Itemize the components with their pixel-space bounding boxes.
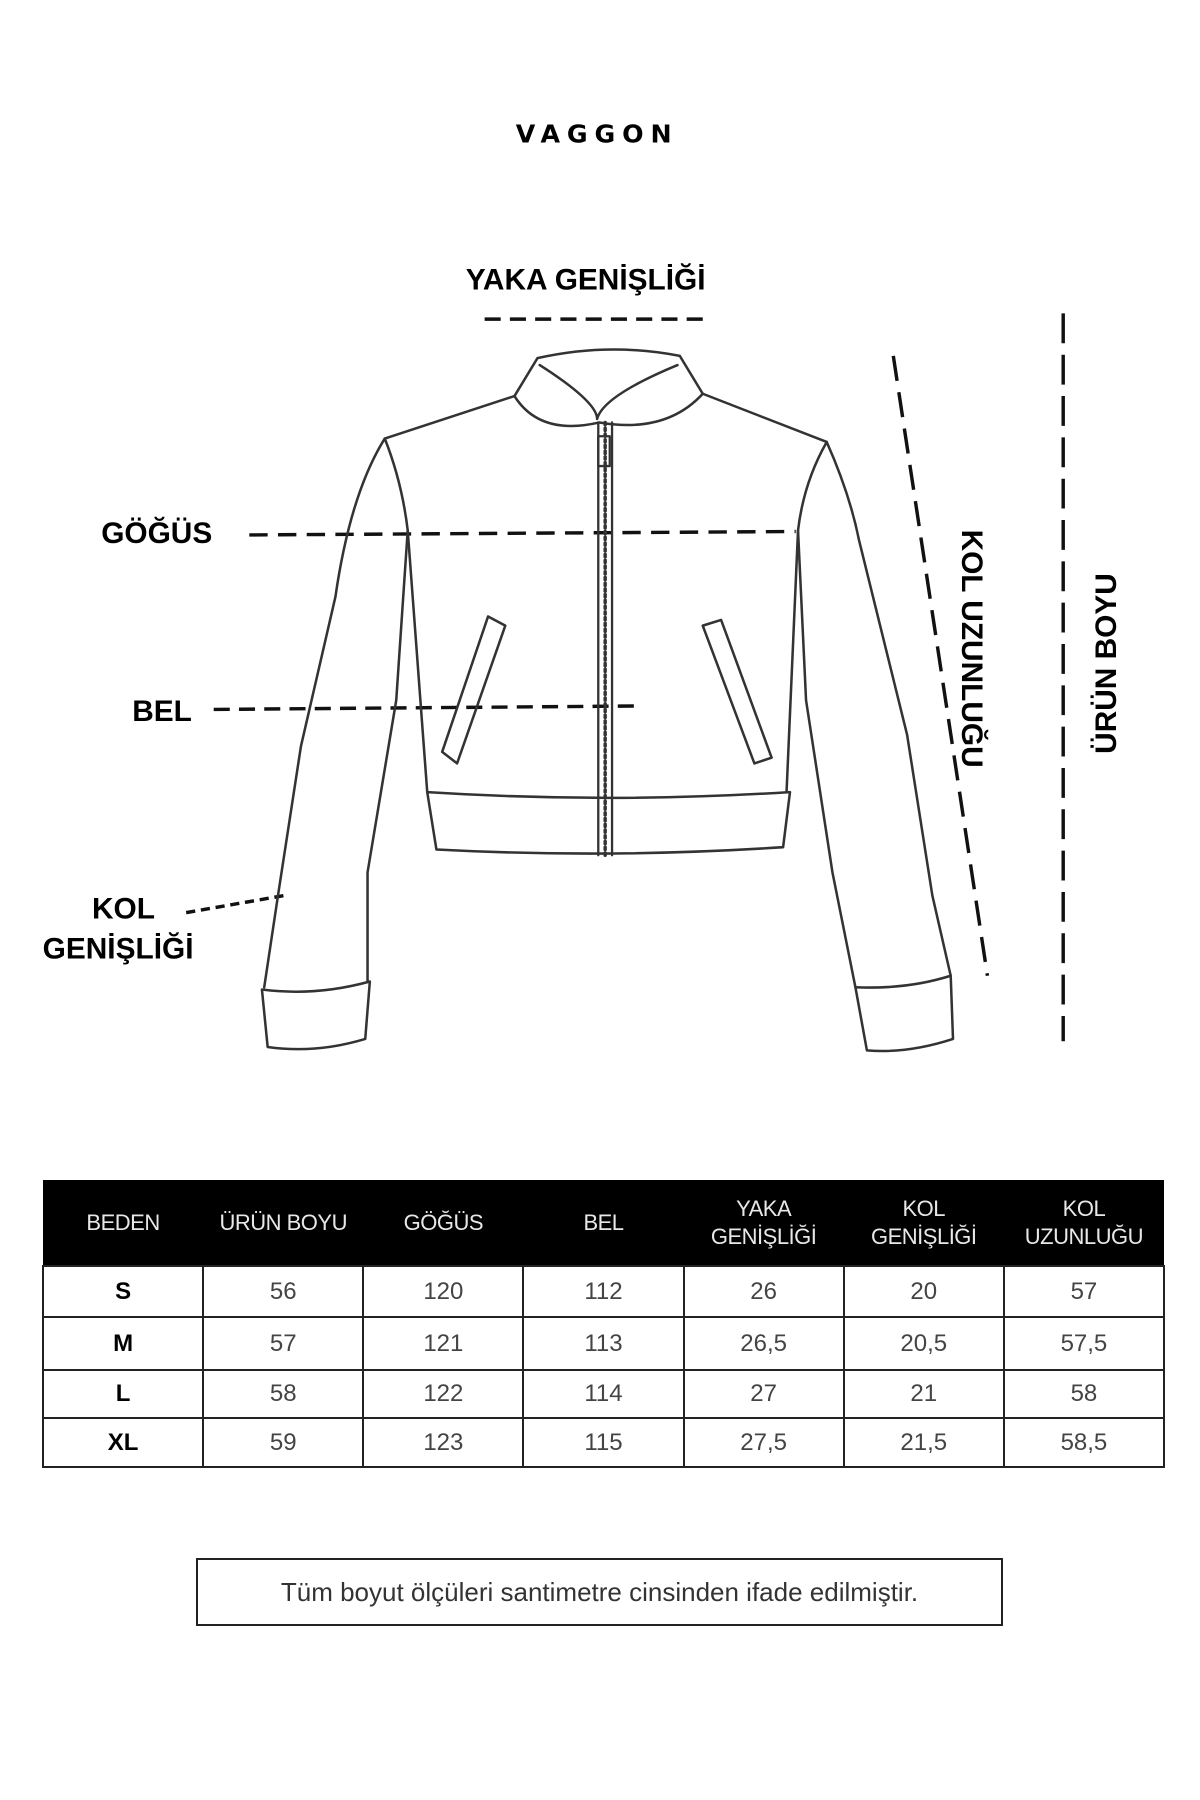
kol-uzunlugu-measure-line — [891, 355, 990, 977]
size-cell: S — [41, 1265, 205, 1318]
size-cell: L — [41, 1369, 205, 1419]
gogus-measure-line — [249, 529, 796, 537]
value-cell: 59 — [202, 1417, 365, 1468]
value-cell: 121 — [362, 1316, 525, 1371]
value-cell: 57 — [1002, 1265, 1166, 1318]
header-gogus: GÖĞÜS — [363, 1180, 524, 1266]
label-kol-genisligi-2: GENİŞLİĞİ — [43, 932, 194, 966]
header-kol-uzunlugu: KOL UZUNLUĞU — [1003, 1180, 1164, 1266]
header-bel: BEL — [523, 1180, 684, 1266]
value-cell: 26,5 — [682, 1316, 845, 1371]
value-cell: 120 — [362, 1265, 525, 1318]
value-cell: 56 — [202, 1265, 365, 1318]
label-kol-uzunlugu: KOL UZUNLUĞU — [955, 530, 989, 768]
header-kol-genisligi: KOL GENİŞLİĞİ — [843, 1180, 1004, 1266]
value-cell: 115 — [522, 1417, 685, 1468]
size-cell: M — [41, 1316, 205, 1371]
header-beden: BEDEN — [43, 1180, 204, 1266]
label-yaka-genisligi: YAKA GENİŞLİĞİ — [466, 262, 706, 296]
value-cell: 58 — [202, 1369, 365, 1419]
label-gogus: GÖĞÜS — [101, 516, 212, 550]
value-cell: 20 — [842, 1265, 1005, 1318]
table-row: L 58 122 114 27 21 58 — [41, 1369, 1166, 1419]
table-row: M 57 121 113 26,5 20,5 57,5 — [41, 1316, 1166, 1371]
header-yaka-genisligi: YAKA GENİŞLİĞİ — [683, 1180, 844, 1266]
size-cell: XL — [41, 1417, 205, 1468]
value-cell: 21 — [842, 1369, 1005, 1419]
value-cell: 57,5 — [1002, 1316, 1166, 1371]
size-table: BEDEN ÜRÜN BOYU GÖĞÜS BEL YAKA GENİŞLİĞİ … — [41, 1180, 1166, 1468]
value-cell: 122 — [362, 1369, 525, 1419]
measurement-note: Tüm boyut ölçüleri santimetre cinsinden … — [196, 1558, 1003, 1626]
value-cell: 113 — [522, 1316, 685, 1371]
value-cell: 20,5 — [842, 1316, 1005, 1371]
header-urun-boyu: ÜRÜN BOYU — [203, 1180, 364, 1266]
bel-measure-line — [213, 704, 636, 712]
brand-logo: VAGGON — [516, 119, 679, 148]
value-cell: 27,5 — [682, 1417, 845, 1468]
value-cell: 112 — [522, 1265, 685, 1318]
value-cell: 26 — [682, 1265, 845, 1318]
value-cell: 114 — [522, 1369, 685, 1419]
value-cell: 57 — [202, 1316, 365, 1371]
measurement-note-text: Tüm boyut ölçüleri santimetre cinsinden … — [280, 1576, 919, 1607]
label-kol-genisligi-1: KOL — [92, 892, 155, 925]
value-cell: 123 — [362, 1417, 525, 1468]
kol-genisligi-measure-line — [185, 893, 286, 915]
value-cell: 27 — [682, 1369, 845, 1419]
size-table-header: BEDEN ÜRÜN BOYU GÖĞÜS BEL YAKA GENİŞLİĞİ … — [43, 1180, 1164, 1266]
table-row: S 56 120 112 26 20 57 — [41, 1265, 1166, 1318]
table-row: XL 59 123 115 27,5 21,5 58,5 — [41, 1417, 1166, 1468]
value-cell: 21,5 — [842, 1417, 1005, 1468]
value-cell: 58 — [1002, 1369, 1166, 1419]
value-cell: 58,5 — [1002, 1417, 1166, 1468]
label-bel: BEL — [132, 695, 192, 728]
jacket-sketch — [260, 348, 955, 1053]
label-urun-boyu: ÜRÜN BOYU — [1090, 573, 1123, 754]
